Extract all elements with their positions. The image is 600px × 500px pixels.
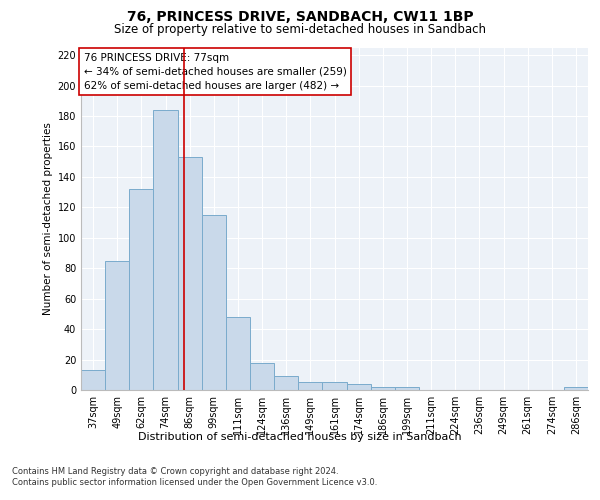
Bar [298, 382, 322, 390]
Text: Distribution of semi-detached houses by size in Sandbach: Distribution of semi-detached houses by … [138, 432, 462, 442]
Bar [154, 110, 178, 390]
Bar [322, 382, 347, 390]
Bar [81, 370, 105, 390]
Bar [129, 189, 154, 390]
Bar [226, 317, 250, 390]
Text: Contains HM Land Registry data © Crown copyright and database right 2024.
Contai: Contains HM Land Registry data © Crown c… [12, 468, 377, 487]
Bar [371, 387, 395, 390]
Text: 76 PRINCESS DRIVE: 77sqm
← 34% of semi-detached houses are smaller (259)
62% of : 76 PRINCESS DRIVE: 77sqm ← 34% of semi-d… [83, 52, 346, 90]
Bar [202, 215, 226, 390]
Text: Size of property relative to semi-detached houses in Sandbach: Size of property relative to semi-detach… [114, 22, 486, 36]
Bar [564, 387, 588, 390]
Bar [178, 157, 202, 390]
Bar [274, 376, 298, 390]
Bar [105, 260, 129, 390]
Text: 76, PRINCESS DRIVE, SANDBACH, CW11 1BP: 76, PRINCESS DRIVE, SANDBACH, CW11 1BP [127, 10, 473, 24]
Bar [347, 384, 371, 390]
Y-axis label: Number of semi-detached properties: Number of semi-detached properties [43, 122, 53, 315]
Bar [395, 387, 419, 390]
Bar [250, 362, 274, 390]
